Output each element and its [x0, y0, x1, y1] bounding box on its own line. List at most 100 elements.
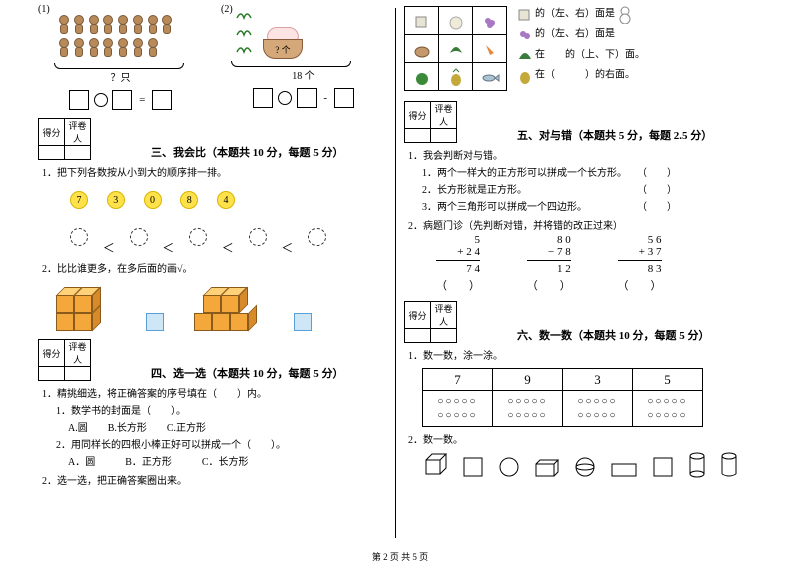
math-1: 5 + 2 4 7 4 （ ） [436, 234, 480, 293]
brace-1-text: ？只 [38, 69, 203, 84]
flower-icon: 0 [138, 185, 168, 215]
answer-box[interactable] [152, 90, 172, 110]
section-6-title: 六、数一数（本题共 10 分，每题 5 分） [517, 327, 710, 343]
score-box-4: 得分评卷人 四、选一选（本题共 10 分，每题 5 分） [38, 339, 387, 381]
monkey-icon [131, 38, 145, 58]
math-paren[interactable]: （ ） [618, 277, 662, 293]
monkey-icon [87, 38, 101, 58]
math-r: 8 3 [618, 263, 662, 275]
sec4-q1: 1．精挑细选，将正确答案的序号填在（ ）内。 [42, 385, 387, 400]
answer-box[interactable] [112, 90, 132, 110]
less-than: ＜ [162, 239, 174, 256]
flower-blank-icon[interactable] [124, 222, 154, 252]
position-grid [404, 6, 507, 91]
answer-box[interactable] [253, 88, 273, 108]
score-cell[interactable] [405, 329, 431, 343]
seedling-group [235, 8, 253, 59]
carrot-icon [480, 39, 500, 59]
monkey-row [58, 15, 203, 61]
flower-icon: 7 [64, 185, 94, 215]
answer-box[interactable] [334, 88, 354, 108]
grid-cell [405, 35, 439, 63]
score-label: 得分 [39, 119, 65, 146]
sphere-icon [574, 456, 596, 478]
sec6-q2: 2．数一数。 [408, 431, 753, 446]
less-than: ＜ [103, 239, 115, 256]
pos-line-2: 的（左、右）面是 [515, 24, 645, 44]
math-rule [527, 260, 571, 261]
grid-cell [439, 35, 473, 63]
grader-cell[interactable] [431, 129, 457, 143]
position-problem: 的（左、右）面是 的（左、右）面是 在 的（上、下）面。 在（ ）的右面。 [404, 4, 753, 93]
monkey-icon [57, 15, 71, 35]
sec5-q1: 1．我会判断对与错。 [408, 147, 753, 162]
count-head: 5 [633, 369, 703, 391]
equation-2: - [221, 88, 386, 108]
math-a: 5 6 [618, 234, 662, 246]
answer-box[interactable] [69, 90, 89, 110]
problem-2: (2) ? 个 18 个 [221, 4, 386, 110]
count-dots[interactable]: ○○○○○○○○○○ [493, 391, 563, 427]
flower-icon: 3 [101, 185, 131, 215]
section-4-title: 四、选一选（本题共 10 分，每题 5 分） [151, 365, 344, 381]
score-table: 得分评卷人 [38, 118, 91, 160]
sec5-s1: 1．两个一样大的正方形可以拼成一个长方形。 （ ） [422, 164, 753, 179]
math-b: + 3 7 [618, 246, 662, 258]
basket-icon: ? 个 [263, 25, 303, 59]
count-head: 7 [423, 369, 493, 391]
monkey-icon [146, 15, 160, 35]
flower-row-empty: ＜ ＜ ＜ ＜ [62, 222, 387, 256]
cup-icon [412, 11, 432, 31]
math-rule [618, 260, 662, 261]
cylinder-icon [688, 452, 706, 478]
flower-blank-icon[interactable] [243, 222, 273, 252]
math-2: 8 0 − 7 8 1 2 （ ） [527, 234, 571, 293]
answer-square[interactable] [146, 313, 164, 331]
score-cell[interactable] [39, 367, 65, 381]
monkey-icon [116, 38, 130, 58]
pineapple-icon [515, 65, 535, 85]
count-dots[interactable]: ○○○○○○○○○○ [423, 391, 493, 427]
grid-cell [473, 63, 507, 91]
grader-cell[interactable] [431, 329, 457, 343]
leaf-icon [446, 39, 466, 59]
count-dots[interactable]: ○○○○○○○○○○ [633, 391, 703, 427]
section-5-title: 五、对与错（本题共 5 分，每题 2.5 分） [517, 127, 712, 143]
sec4-q2: 2．选一选，把正确答案圈出来。 [42, 472, 387, 487]
page-footer: 第 2 页 共 5 页 [0, 550, 800, 563]
flower-icon: 4 [211, 185, 241, 215]
grid-cell [405, 7, 439, 35]
math-b: + 2 4 [436, 246, 480, 258]
seedling-icon [235, 8, 253, 22]
monkey-icon [160, 15, 174, 35]
grapes-icon [515, 24, 535, 44]
cube-group-1 [56, 281, 116, 331]
grid-cell [439, 63, 473, 91]
page: (1) [0, 0, 800, 545]
math-problems: 5 + 2 4 7 4 （ ） 8 0 − 7 8 1 2 （ ） 5 6 + … [414, 234, 753, 293]
square-icon [462, 456, 484, 478]
seedling-icon [235, 25, 253, 39]
flower-blank-icon[interactable] [302, 222, 332, 252]
left-column: (1) [30, 4, 395, 545]
flower-blank-icon[interactable] [183, 222, 213, 252]
answer-square[interactable] [294, 313, 312, 331]
problem-1-label: (1) [38, 4, 203, 15]
answer-box[interactable] [297, 88, 317, 108]
cube-icon [422, 452, 448, 478]
score-cell[interactable] [405, 129, 431, 143]
flower-blank-icon[interactable] [64, 222, 94, 252]
grader-cell[interactable] [65, 367, 91, 381]
monkey-icon [116, 15, 130, 35]
math-rule [436, 260, 480, 261]
math-paren[interactable]: （ ） [527, 277, 571, 293]
equation-1: = [38, 90, 203, 110]
grader-cell[interactable] [65, 146, 91, 160]
garlic-icon [446, 11, 466, 31]
count-dots[interactable]: ○○○○○○○○○○ [563, 391, 633, 427]
operator-box[interactable] [94, 93, 108, 107]
operator-box[interactable] [278, 91, 292, 105]
sec5-s2: 2．长方形就是正方形。 （ ） [422, 181, 753, 196]
math-paren[interactable]: （ ） [436, 277, 480, 293]
score-cell[interactable] [39, 146, 65, 160]
